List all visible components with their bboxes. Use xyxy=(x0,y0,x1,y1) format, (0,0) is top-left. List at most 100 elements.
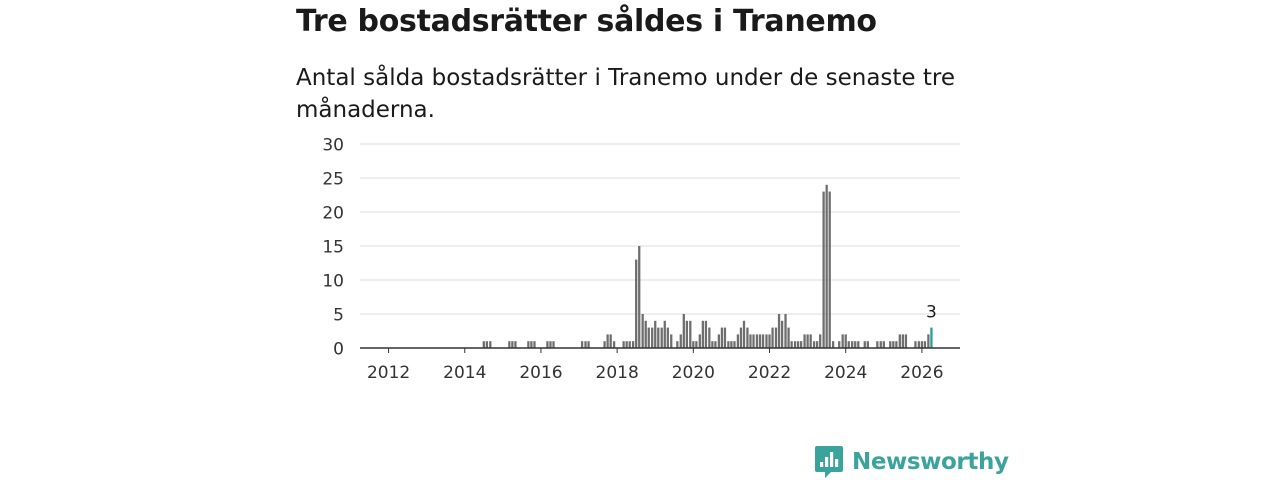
bar xyxy=(609,334,612,348)
bar xyxy=(670,334,673,348)
bar xyxy=(917,341,920,348)
bar xyxy=(685,320,688,348)
bar xyxy=(780,320,784,348)
bar xyxy=(628,341,631,348)
bar xyxy=(641,314,644,348)
highlight-value-label: 3 xyxy=(926,303,937,323)
bar xyxy=(841,334,844,348)
bar xyxy=(530,341,533,348)
bar xyxy=(752,334,755,348)
bar xyxy=(866,341,869,348)
bar xyxy=(816,341,819,348)
bar xyxy=(635,259,638,348)
bar xyxy=(739,327,743,348)
bar xyxy=(828,191,831,348)
bar xyxy=(714,341,717,348)
bar xyxy=(727,341,730,348)
bar xyxy=(832,341,835,348)
bar xyxy=(854,341,857,348)
bar xyxy=(647,327,650,348)
bar xyxy=(632,341,635,348)
bar xyxy=(774,327,778,348)
newsworthy-logo-icon xyxy=(815,446,843,478)
bar xyxy=(682,314,685,348)
bar xyxy=(863,341,866,348)
bar xyxy=(901,334,904,348)
x-tick-label: 2026 xyxy=(900,363,943,383)
bar xyxy=(876,341,879,348)
bar xyxy=(622,341,625,348)
bar xyxy=(546,341,549,348)
bar xyxy=(625,341,628,348)
bar xyxy=(787,327,790,348)
x-tick-label: 2022 xyxy=(748,363,791,383)
bar xyxy=(612,341,616,348)
y-tick-label: 10 xyxy=(322,272,344,292)
bar xyxy=(825,184,828,348)
bar xyxy=(644,320,647,348)
bar xyxy=(584,341,587,348)
bar xyxy=(698,334,701,348)
x-tick-label: 2018 xyxy=(596,363,639,383)
bar xyxy=(701,320,704,348)
x-axis-ticks: 2012 2014 2016 2018 2020 2022 2024 2026 xyxy=(367,348,944,383)
bar xyxy=(809,334,812,348)
bar xyxy=(904,334,908,348)
bar xyxy=(895,341,898,348)
y-tick-label: 25 xyxy=(322,170,344,190)
bar xyxy=(822,191,825,348)
bar xyxy=(511,341,514,348)
bar xyxy=(800,341,803,348)
bar xyxy=(844,334,847,348)
bar xyxy=(777,314,781,348)
bar xyxy=(923,341,927,348)
bar xyxy=(587,341,590,348)
bar xyxy=(711,341,714,348)
bar xyxy=(695,341,698,348)
bar xyxy=(790,341,793,348)
bar xyxy=(806,334,809,348)
y-tick-label: 0 xyxy=(333,340,344,360)
bar xyxy=(847,341,850,348)
bar xyxy=(723,327,727,348)
newsworthy-logo-text: Newsworthy xyxy=(852,449,1009,475)
bar xyxy=(812,341,816,348)
newsworthy-logo: Newsworthy xyxy=(814,445,1009,479)
bar xyxy=(765,334,768,348)
bar-chart: 0 5 10 15 20 25 30 2012 2014 2016 2018 2020 2022 202… xyxy=(322,136,960,383)
bar xyxy=(882,341,885,348)
y-tick-label: 20 xyxy=(322,204,344,224)
gridlines xyxy=(360,143,960,315)
bar xyxy=(746,327,749,348)
bar-series xyxy=(482,184,933,348)
bar xyxy=(704,320,708,348)
bar xyxy=(663,320,666,348)
bar xyxy=(733,341,736,348)
bar xyxy=(819,334,822,348)
bar xyxy=(796,341,800,348)
bar xyxy=(606,334,609,348)
bar xyxy=(489,341,492,348)
bar xyxy=(730,341,733,348)
bar xyxy=(482,341,485,348)
chart-title: Tre bostadsrätter såldes i Tranemo xyxy=(296,4,877,39)
x-tick-label: 2016 xyxy=(519,363,562,383)
bar xyxy=(654,320,657,348)
y-tick-label: 30 xyxy=(322,136,344,156)
bar xyxy=(742,320,746,348)
bar xyxy=(793,341,797,348)
bar xyxy=(892,341,895,348)
bar xyxy=(768,334,771,348)
bar xyxy=(485,341,488,348)
y-tick-label: 15 xyxy=(322,238,344,258)
bar xyxy=(803,334,806,348)
bar xyxy=(914,341,917,348)
bar xyxy=(549,341,552,348)
bar xyxy=(736,334,740,348)
bar xyxy=(603,341,606,348)
bar xyxy=(689,320,692,348)
bar xyxy=(533,341,536,348)
bar xyxy=(580,341,584,348)
bar xyxy=(552,341,555,348)
bar xyxy=(898,334,901,348)
